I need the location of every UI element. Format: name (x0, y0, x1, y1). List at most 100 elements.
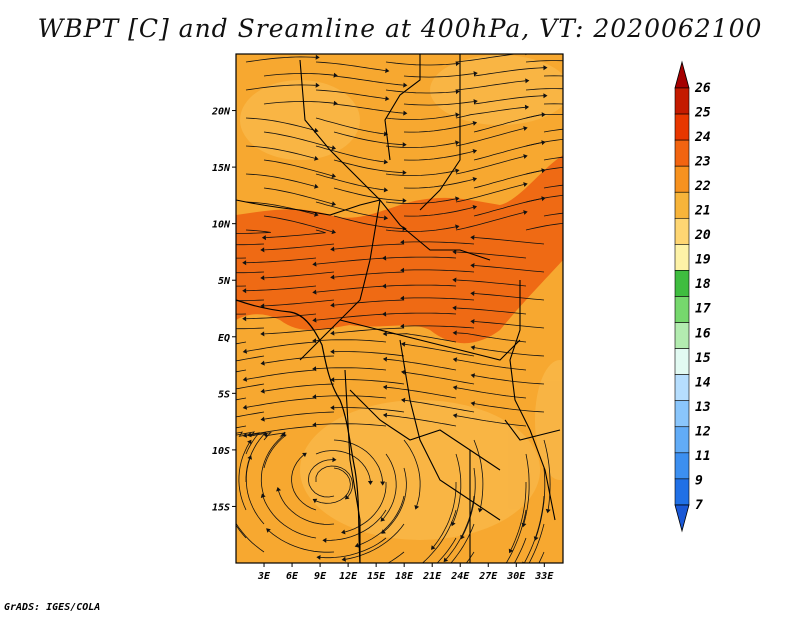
streamline-arrow (331, 229, 336, 235)
streamline (236, 431, 272, 441)
streamline-arrow (613, 107, 617, 112)
streamline (263, 187, 333, 205)
streamline (474, 237, 545, 245)
streamline-arrow (191, 365, 195, 370)
streamline (510, 482, 527, 550)
streamline-arrow (330, 405, 335, 411)
colorbar-label: 20 (694, 228, 711, 243)
streamline-arrow (281, 431, 286, 437)
streamline-arrow (190, 269, 194, 274)
streamline (315, 89, 386, 99)
streamline-arrow (455, 112, 460, 118)
streamline-arrow (312, 261, 317, 267)
colorbar-swatch (674, 113, 690, 141)
lon-tick-label: 3E (257, 571, 271, 582)
streamline-arrow (242, 316, 247, 322)
streamline (456, 332, 527, 343)
streamline (385, 114, 456, 121)
streamline-arrow (402, 170, 407, 176)
streamline-arrow (596, 89, 600, 94)
streamline-arrow (503, 608, 508, 613)
streamline (316, 423, 387, 427)
streamline (236, 411, 265, 418)
streamline (315, 145, 385, 163)
colorbar-label: 23 (694, 155, 711, 170)
colorbar-label: 17 (695, 302, 711, 317)
streamline-arrow (383, 159, 389, 165)
streamline (316, 285, 387, 293)
lat-tick-label: 5N (218, 276, 231, 287)
streamline (264, 327, 335, 335)
streamline-arrow (382, 412, 388, 418)
streamline-arrow (314, 155, 319, 161)
streamline-arrow (219, 433, 223, 438)
streamline-arrow (260, 416, 265, 422)
streamline (268, 530, 335, 553)
streamline-arrow (261, 235, 266, 241)
lon-tick-label: 21E (422, 571, 442, 582)
streamline-arrow (312, 338, 317, 344)
streamline-arrow (242, 260, 247, 266)
colorbar-label: 14 (695, 375, 711, 390)
streamline-arrow (402, 142, 407, 148)
streamline-arrow (367, 480, 373, 485)
streamline (473, 142, 542, 161)
streamline (246, 285, 317, 292)
streamline-arrow (222, 231, 226, 236)
streamline-arrow (382, 255, 387, 261)
streamline (334, 299, 405, 306)
streamline (403, 101, 474, 106)
lat-tick-label: EQ (218, 333, 230, 344)
streamline-arrow (242, 404, 248, 410)
colorbar-swatch (674, 296, 690, 323)
streamline-arrow (403, 110, 408, 116)
colorbar-top-arrow (674, 60, 690, 89)
streamline-arrow (380, 517, 386, 522)
streamline-arrow (312, 498, 318, 504)
streamline-arrow (330, 246, 335, 252)
colorbar-label: 26 (694, 81, 711, 96)
streamline (245, 117, 315, 131)
streamline-arrow (523, 154, 528, 159)
streamline-arrow (354, 542, 360, 548)
streamline-arrow (315, 82, 320, 88)
streamline-arrow (190, 297, 194, 302)
streamline-arrow (472, 121, 478, 126)
streamline-arrow (312, 289, 317, 295)
streamline (246, 397, 317, 408)
streamline (403, 73, 474, 78)
streamline (452, 453, 462, 523)
streamline (245, 84, 316, 91)
streamline (543, 439, 551, 510)
streamline-arrow (315, 54, 320, 60)
lon-tick-label: 6E (286, 571, 299, 582)
streamline-arrow (260, 360, 265, 366)
streamline-arrow (452, 305, 457, 311)
streamline-arrow (414, 505, 420, 510)
streamline-arrow (312, 422, 317, 428)
streamline (387, 551, 405, 563)
lat-tick-label: 5S (218, 389, 230, 400)
streamline (404, 325, 475, 329)
streamline-arrow (382, 356, 388, 362)
streamline (404, 269, 475, 273)
streamline (238, 442, 250, 511)
lon-tick-label: 18E (395, 571, 414, 582)
streamline (333, 187, 403, 201)
colorbar-swatch (674, 426, 690, 454)
streamline (524, 495, 545, 563)
streamline (543, 103, 563, 105)
lat-tick-label: 10N (212, 220, 231, 231)
streamline-arrow (260, 275, 265, 281)
lon-tick-label: 30E (506, 571, 526, 582)
streamline (316, 339, 387, 343)
streamline (385, 89, 456, 94)
lat-tick-label: 15S (212, 502, 230, 513)
streamline (525, 222, 563, 231)
colorbar-swatch (674, 244, 690, 271)
lat-tick-label: 10S (212, 446, 230, 457)
streamline (525, 60, 563, 63)
streamline (385, 142, 456, 149)
streamline (263, 100, 334, 105)
streamline-arrow (331, 201, 336, 207)
